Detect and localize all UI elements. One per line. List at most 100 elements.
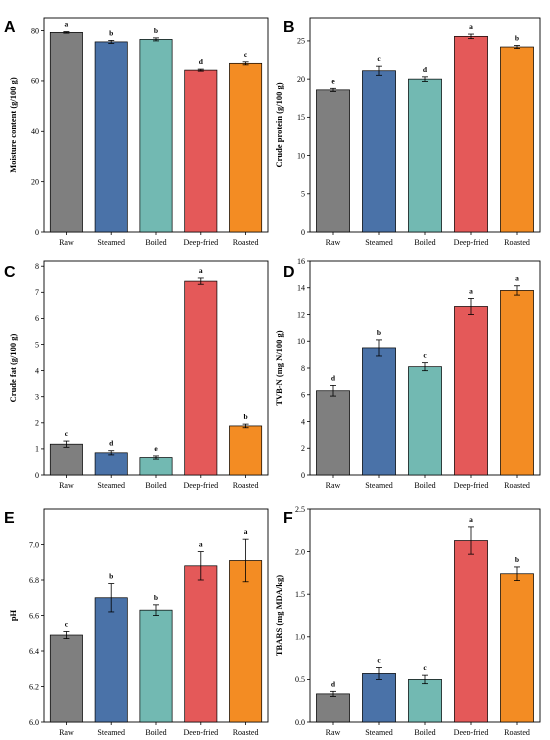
x-tick-label: Raw [59, 238, 74, 247]
significance-label: a [469, 286, 473, 295]
panel-d: D 0 2 4 6 8 10 12 14 16 TVB-N (mg N/100 g) d Raw b Ste… [274, 257, 541, 490]
bar-roasted [500, 46, 534, 233]
y-tick-label: 4 [301, 417, 305, 426]
significance-label: e [154, 444, 158, 453]
x-tick-label: Steamed [97, 238, 125, 247]
x-tick-label: Steamed [97, 481, 125, 490]
y-tick-label: 0.5 [295, 675, 305, 684]
y-axis-label: TBARS (mg MDA/kg) [274, 575, 284, 656]
y-tick-label: 16 [297, 257, 305, 266]
y-tick-label: 8 [301, 364, 305, 373]
significance-label: b [515, 555, 519, 564]
y-tick-label: 15 [297, 113, 305, 122]
bar-roasted [229, 560, 263, 723]
bar-deep-fried [184, 565, 218, 723]
significance-label: b [515, 34, 519, 43]
x-tick-label: Roasted [233, 728, 259, 735]
y-tick-label: 4 [35, 366, 39, 375]
x-tick-label: Deep-fried [454, 728, 489, 735]
panel-letter: D [283, 264, 295, 281]
bar-steamed [94, 597, 128, 723]
bar-steamed [94, 452, 128, 476]
y-tick-label: 7.0 [29, 540, 39, 549]
y-tick-label: 10 [297, 337, 305, 346]
bar-roasted [500, 290, 534, 476]
bar-steamed [362, 347, 396, 476]
bar-raw [49, 443, 83, 476]
x-tick-label: Raw [326, 481, 341, 490]
y-tick-label: 2 [35, 419, 39, 428]
y-tick-label: 3 [35, 393, 39, 402]
y-tick-label: 20 [297, 75, 305, 84]
significance-label: c [423, 663, 427, 672]
bar-raw [316, 693, 350, 723]
y-tick-label: 12 [297, 310, 305, 319]
x-tick-label: Boiled [414, 481, 435, 490]
bar-deep-fried [454, 35, 488, 233]
y-tick-label: 0 [301, 471, 305, 480]
bar-deep-fried [184, 280, 218, 476]
x-tick-label: Raw [326, 728, 341, 735]
panel-b: B 0 5 10 15 20 25 Crude protein (g/100 g) e Raw c S… [274, 17, 541, 247]
significance-label: a [469, 22, 473, 31]
bar-raw [49, 634, 83, 723]
panel-letter: C [4, 264, 16, 281]
significance-label: d [423, 65, 428, 74]
bar-boiled [139, 39, 173, 233]
panel-letter: E [4, 510, 15, 527]
significance-label: b [154, 26, 158, 35]
panel-c: C 0 1 2 3 4 5 6 7 8 Crude fat (g/100 g) c Raw d Steame… [4, 260, 269, 490]
y-tick-label: 10 [297, 151, 305, 160]
bar-raw [49, 32, 83, 233]
bar-boiled [139, 457, 173, 476]
significance-label: a [515, 274, 519, 283]
bar-raw [316, 390, 350, 476]
bar-deep-fried [184, 69, 218, 233]
x-tick-label: Deep-fried [183, 481, 218, 490]
significance-label: c [244, 50, 248, 59]
x-tick-label: Boiled [414, 238, 435, 247]
y-axis-label: Crude fat (g/100 g) [8, 333, 18, 402]
y-tick-label: 1.5 [295, 590, 305, 599]
y-tick-label: 6.6 [29, 611, 39, 620]
y-tick-label: 40 [31, 127, 39, 136]
significance-label: a [65, 20, 69, 29]
x-tick-label: Steamed [365, 238, 393, 247]
x-tick-label: Deep-fried [454, 481, 489, 490]
panel-a: A 0 20 40 60 80 Moisture content (g/100 g) a Raw… [4, 17, 269, 247]
y-axis-label: Moisture content (g/100 g) [8, 77, 18, 173]
y-tick-label: 80 [31, 26, 39, 35]
significance-label: c [65, 429, 69, 438]
significance-label: c [65, 619, 69, 628]
y-tick-label: 7 [35, 288, 39, 297]
bar-boiled [139, 609, 173, 723]
significance-label: d [109, 439, 114, 448]
bar-boiled [408, 366, 442, 476]
significance-label: d [331, 679, 336, 688]
y-tick-label: 14 [297, 284, 305, 293]
panel-f: F 0.0 0.5 1.0 1.5 2.0 2.5 TBARS (mg MDA/kg) d Raw… [274, 505, 541, 737]
bar-steamed [362, 673, 396, 723]
x-tick-label: Raw [59, 728, 74, 735]
y-tick-label: 2.0 [295, 547, 305, 556]
significance-label: d [331, 373, 336, 382]
x-tick-label: Boiled [145, 238, 166, 247]
significance-label: c [377, 54, 381, 63]
y-tick-label: 6.8 [29, 576, 39, 585]
significance-label: d [199, 57, 204, 66]
y-tick-label: 0 [301, 228, 305, 237]
panel-e: E 6.0 6.2 6.4 6.6 6.8 7.0 pH c Raw b Steamed b Boiled… [4, 508, 269, 737]
bar-roasted [229, 425, 263, 476]
y-tick-label: 6.2 [29, 682, 39, 691]
y-tick-label: 25 [297, 37, 305, 46]
x-tick-label: Boiled [145, 728, 166, 735]
significance-label: a [244, 527, 248, 536]
significance-label: a [469, 515, 473, 524]
significance-label: a [199, 540, 203, 549]
significance-label: b [109, 28, 113, 37]
y-axis-label: pH [8, 609, 18, 621]
y-tick-label: 0 [35, 228, 39, 237]
panel-letter: B [283, 19, 295, 36]
x-tick-label: Steamed [365, 481, 393, 490]
significance-label: a [199, 266, 203, 275]
